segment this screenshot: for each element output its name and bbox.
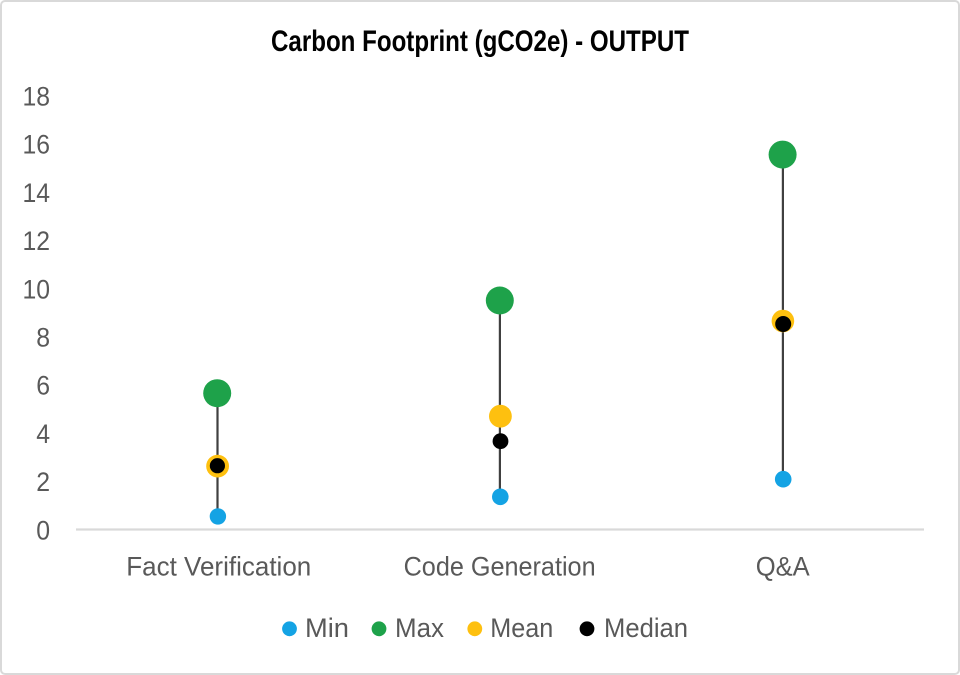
svg-text:10: 10: [23, 273, 51, 304]
svg-text:Q&A: Q&A: [756, 552, 810, 582]
svg-text:8: 8: [36, 322, 50, 353]
svg-text:Min: Min: [305, 613, 349, 643]
svg-text:Code Generation: Code Generation: [404, 552, 596, 582]
svg-text:Fact Verification: Fact Verification: [126, 552, 311, 582]
svg-text:0: 0: [36, 514, 50, 545]
svg-text:Median: Median: [604, 613, 688, 643]
svg-text:Mean: Mean: [490, 613, 553, 643]
svg-text:12: 12: [23, 225, 51, 256]
svg-text:14: 14: [23, 177, 51, 208]
svg-text:2: 2: [36, 466, 50, 497]
svg-text:Max: Max: [395, 613, 444, 643]
svg-text:Carbon Footprint (gCO2e) - OUT: Carbon Footprint (gCO2e) - OUTPUT: [271, 25, 689, 58]
svg-text:16: 16: [23, 129, 51, 160]
svg-text:4: 4: [36, 418, 50, 449]
svg-text:18: 18: [23, 81, 51, 112]
svg-text:6: 6: [36, 370, 50, 401]
